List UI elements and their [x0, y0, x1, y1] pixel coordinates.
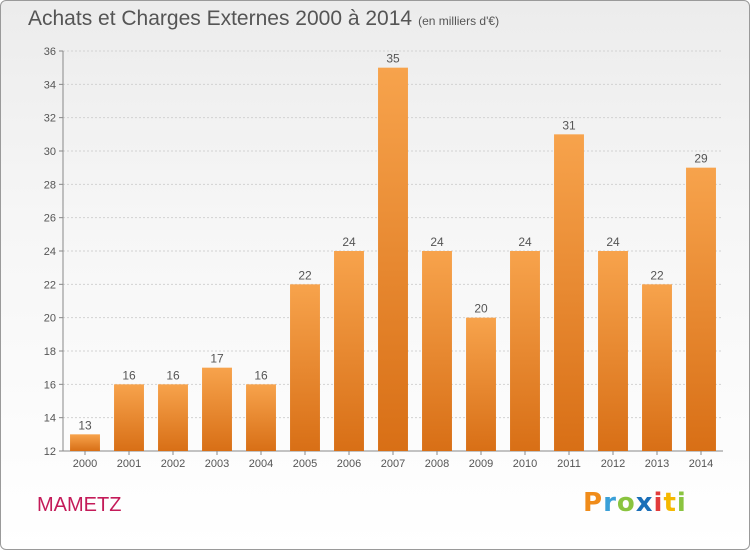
- y-tick-label: 24: [44, 246, 56, 258]
- y-tick-label: 14: [44, 413, 56, 425]
- bar-value-label: 35: [386, 52, 400, 66]
- y-tick-label: 12: [44, 446, 56, 458]
- bar-value-label: 29: [694, 152, 708, 166]
- bar-2005: [290, 284, 320, 451]
- y-tick-label: 36: [44, 46, 56, 58]
- bar-2014: [686, 167, 716, 451]
- city-name: MAMETZ: [37, 494, 122, 516]
- bar-value-label: 20: [474, 302, 488, 316]
- y-tick-label: 20: [44, 313, 56, 325]
- x-tick-label: 2010: [513, 458, 537, 470]
- x-tick-label: 2006: [337, 458, 361, 470]
- bar-value-label: 16: [254, 368, 268, 382]
- bar-value-label: 13: [78, 418, 92, 432]
- x-tick-label: 2002: [161, 458, 185, 470]
- bar-value-label: 22: [298, 268, 312, 282]
- bar-value-label: 24: [342, 235, 356, 249]
- chart-subtitle: (en milliers d'€): [418, 14, 500, 28]
- bar-2002: [158, 384, 188, 451]
- x-tick-label: 2014: [689, 458, 713, 470]
- x-tick-label: 2004: [249, 458, 273, 470]
- bar-value-label: 24: [518, 235, 532, 249]
- y-tick-label: 16: [44, 379, 56, 391]
- bar-value-label: 24: [430, 235, 444, 249]
- y-tick-label: 34: [44, 79, 56, 91]
- bar-2000: [70, 434, 100, 451]
- y-tick-label: 32: [44, 113, 56, 125]
- x-tick-label: 2008: [425, 458, 449, 470]
- bar-value-label: 24: [606, 235, 620, 249]
- y-tick-label: 18: [44, 346, 56, 358]
- bar-value-label: 16: [166, 368, 180, 382]
- bar-2008: [422, 251, 452, 451]
- proxiti-logo[interactable]: Proxiti: [583, 488, 687, 518]
- bar-value-label: 17: [210, 352, 224, 366]
- bar-value-label: 22: [650, 268, 664, 282]
- y-tick-label: 26: [44, 213, 56, 225]
- x-tick-label: 2001: [117, 458, 141, 470]
- x-tick-label: 2000: [73, 458, 97, 470]
- bar-2006: [334, 251, 364, 451]
- bar-2011: [554, 134, 584, 452]
- bar-2007: [378, 67, 408, 452]
- bar-value-label: 16: [122, 368, 136, 382]
- y-tick-label: 30: [44, 146, 56, 158]
- bar-2004: [246, 384, 276, 451]
- bar-2009: [466, 317, 496, 451]
- y-tick-label: 22: [44, 279, 56, 291]
- bar-2001: [114, 384, 144, 451]
- x-tick-label: 2005: [293, 458, 317, 470]
- x-tick-label: 2013: [645, 458, 669, 470]
- bar-2003: [202, 367, 232, 451]
- bar-2012: [598, 251, 628, 451]
- x-tick-label: 2011: [557, 458, 581, 470]
- x-tick-label: 2009: [469, 458, 493, 470]
- bar-value-label: 31: [562, 118, 576, 132]
- chart-title: Achats et Charges Externes 2000 à 2014 (e…: [28, 7, 499, 31]
- x-tick-label: 2012: [601, 458, 625, 470]
- x-tick-label: 2003: [205, 458, 229, 470]
- bar-2013: [642, 284, 672, 451]
- bar-2010: [510, 251, 540, 451]
- chart-title-text: Achats et Charges Externes 2000 à 2014: [28, 7, 413, 30]
- x-tick-label: 2007: [381, 458, 405, 470]
- y-tick-label: 28: [44, 179, 56, 191]
